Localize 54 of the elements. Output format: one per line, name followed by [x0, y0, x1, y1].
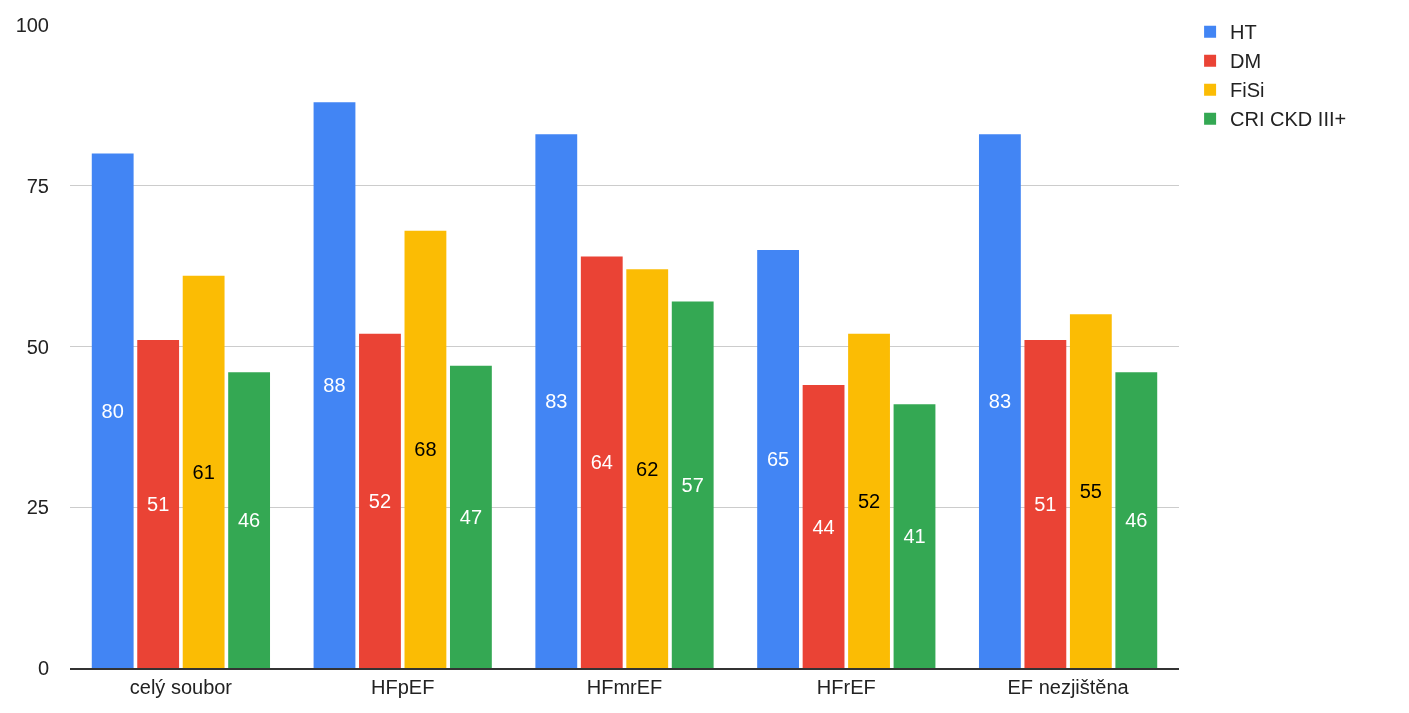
legend-label: DM	[1230, 50, 1262, 73]
bar	[580, 256, 623, 668]
data-label: 51	[1034, 493, 1057, 516]
bar	[137, 340, 180, 668]
data-label: 51	[147, 493, 170, 516]
bar	[359, 333, 401, 668]
bar	[802, 385, 845, 668]
x-tick-label: HFmrEF	[586, 676, 663, 698]
legend-label: CRI CKD III+	[1230, 108, 1347, 131]
data-label: 57	[681, 473, 704, 496]
x-tick-label: celý soubor	[129, 676, 233, 698]
bar	[182, 275, 225, 668]
data-label: 44	[812, 515, 835, 538]
bar	[671, 301, 714, 668]
y-tick-label: 100	[15, 14, 49, 36]
data-label: 83	[545, 390, 568, 413]
data-label: 80	[101, 399, 124, 422]
data-label: 46	[237, 509, 261, 532]
bar	[893, 404, 936, 668]
data-label: 55	[1079, 480, 1102, 503]
bar	[1115, 372, 1158, 668]
bar	[1024, 340, 1067, 668]
bar	[848, 333, 890, 668]
legend-label: FiSi	[1230, 79, 1265, 102]
y-tick-label: 50	[26, 335, 49, 358]
bar	[1069, 314, 1112, 668]
y-tick-label: 25	[26, 496, 49, 519]
bar	[91, 153, 134, 668]
x-tick-label: HFpEF	[371, 676, 435, 698]
data-label: 47	[459, 505, 483, 528]
bar	[449, 365, 492, 668]
data-label: 52	[368, 489, 392, 512]
data-label: 83	[988, 390, 1012, 413]
data-label: 41	[903, 525, 926, 548]
bar	[757, 250, 800, 668]
x-tick-label: HFrEF	[816, 676, 876, 698]
data-label: 62	[636, 457, 659, 480]
bar	[313, 102, 356, 668]
x-tick-label: EF nezjištěna	[1007, 676, 1130, 698]
data-label: 68	[414, 438, 437, 461]
bar	[404, 230, 447, 668]
data-label: 52	[857, 489, 881, 512]
bar	[535, 134, 578, 668]
data-label: 65	[766, 448, 790, 471]
bar	[228, 372, 271, 668]
legend-label: HT	[1230, 21, 1257, 44]
y-tick-label: 75	[26, 174, 49, 197]
data-label: 88	[323, 374, 346, 397]
bar	[978, 134, 1021, 668]
y-tick-label: 0	[37, 657, 49, 679]
data-label: 46	[1125, 509, 1148, 532]
bar	[626, 269, 669, 668]
data-label: 64	[590, 451, 613, 474]
data-label: 61	[192, 460, 215, 483]
